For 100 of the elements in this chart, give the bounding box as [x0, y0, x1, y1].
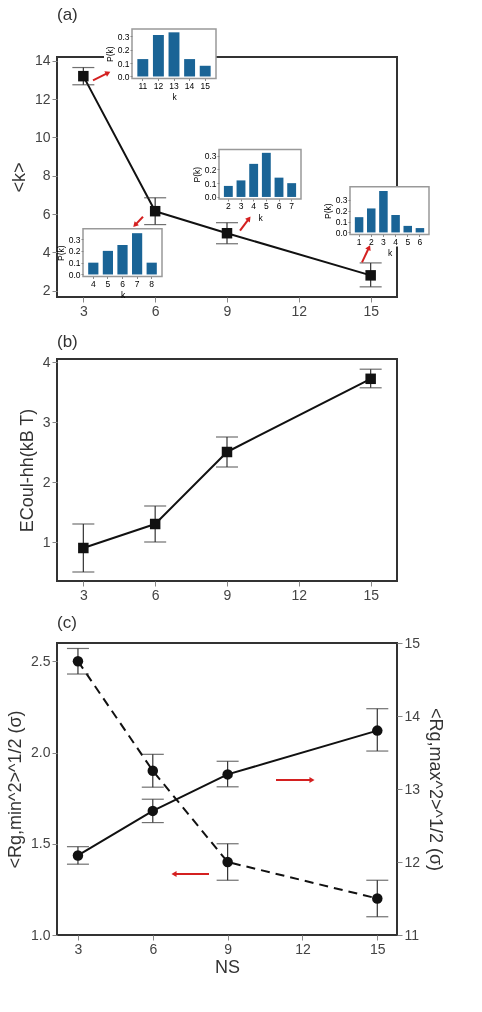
- y-tick-label: 1: [42, 533, 51, 550]
- x-axis-title: k: [120, 290, 126, 301]
- chart-title: (a): [57, 5, 78, 25]
- x-tick-label: 8: [149, 278, 155, 289]
- y-tick-label: 0.0: [117, 71, 130, 82]
- x-axis-title: k: [258, 212, 264, 223]
- y-tick-label: 0.1: [117, 58, 130, 69]
- x-tick-label: 7: [134, 278, 140, 289]
- y2-tick-label: 15: [404, 634, 421, 651]
- x-tick-label: 2: [368, 236, 374, 247]
- y2-axis-title: <Rg,max^2>^1/2 (σ): [426, 707, 447, 872]
- y-tick-label: 2: [42, 473, 51, 490]
- x-tick-label: 6: [151, 586, 160, 603]
- x-tick-label: 1: [356, 236, 362, 247]
- x-tick-label: 6: [151, 302, 160, 319]
- x-tick-label: 4: [251, 201, 257, 212]
- y-axis-title: P(k): [104, 46, 115, 63]
- y-tick-label: 3: [42, 413, 51, 430]
- x-tick-label: 9: [223, 586, 232, 603]
- bar: [249, 163, 259, 197]
- x-tick-label: 6: [276, 201, 282, 212]
- bar: [184, 59, 196, 77]
- point: [221, 446, 233, 458]
- y2-tick-label: 12: [404, 853, 421, 870]
- point: [147, 805, 159, 817]
- y2-tick-label: 11: [404, 926, 420, 943]
- y2-tick-label: 14: [404, 707, 421, 724]
- bar: [137, 59, 149, 77]
- x-tick-label: 5: [105, 278, 111, 289]
- x-tick-label: 12: [153, 80, 164, 91]
- point: [372, 725, 383, 736]
- y-tick-label: 0.0: [204, 192, 217, 203]
- y-tick-label: 0.1: [335, 217, 348, 228]
- y-tick-label: 0.1: [68, 258, 81, 269]
- bar: [236, 180, 246, 197]
- bar: [379, 190, 388, 233]
- point: [72, 850, 84, 861]
- bar: [146, 262, 157, 275]
- y2-tick-label: 13: [404, 780, 421, 797]
- bar: [102, 250, 114, 275]
- point: [222, 769, 233, 780]
- x-tick-label: 6: [417, 236, 423, 247]
- bar: [223, 185, 233, 197]
- point: [72, 656, 84, 667]
- y-axis-title: P(k): [322, 203, 333, 219]
- x-tick-label: 9: [223, 302, 232, 319]
- bar: [366, 208, 376, 233]
- y-tick-label: 0.0: [335, 227, 348, 238]
- y-axis-title: <Rg,min^2>^1/2 (σ): [5, 710, 26, 869]
- point: [149, 518, 161, 530]
- bar: [131, 233, 143, 275]
- y-tick-label: 0.0: [68, 269, 81, 280]
- x-tick-label: 12: [295, 940, 311, 957]
- y-axis-title: P(k): [191, 166, 202, 183]
- bar: [199, 65, 211, 77]
- x-tick-label: 9: [224, 940, 233, 957]
- y-axis-title: ECoul-hh(kB T): [16, 408, 37, 533]
- x-tick-label: 11: [138, 80, 148, 91]
- x-tick-label: 15: [363, 586, 380, 603]
- y-tick-label: 0.3: [117, 31, 130, 42]
- x-tick-label: 15: [370, 940, 386, 957]
- y-tick-label: 4: [42, 353, 51, 370]
- y-tick-label: 2.0: [31, 744, 51, 760]
- x-tick-label: 2: [225, 201, 231, 212]
- y-tick-label: 10: [34, 128, 51, 145]
- bar: [354, 217, 364, 233]
- bar: [152, 35, 164, 77]
- x-axis-title: k: [387, 248, 393, 259]
- point: [372, 893, 383, 904]
- point: [147, 765, 159, 776]
- point: [78, 70, 89, 82]
- bar: [261, 152, 271, 197]
- x-tick-label: 15: [363, 302, 380, 319]
- point: [365, 373, 376, 385]
- x-tick-label: 7: [289, 201, 295, 212]
- bar: [117, 244, 128, 275]
- y-tick-label: 0.2: [335, 206, 348, 217]
- y-tick-label: 1.0: [31, 926, 51, 943]
- chart-title: (b): [57, 332, 78, 351]
- y-tick-label: 0.3: [335, 195, 348, 206]
- x-tick-label: 13: [169, 80, 179, 91]
- y-tick-label: 0.1: [204, 178, 217, 189]
- x-tick-label: 3: [238, 201, 244, 212]
- x-tick-label: 4: [393, 236, 399, 247]
- y-axis-title: P(k): [55, 245, 66, 261]
- x-tick-label: 3: [381, 236, 387, 247]
- y-axis-title: <k>: [8, 162, 29, 193]
- y-tick-label: 0.2: [204, 164, 217, 175]
- y-tick-label: 0.2: [68, 246, 81, 257]
- y-tick-label: 8: [42, 167, 51, 184]
- bar: [403, 225, 413, 233]
- x-axis-title: NS: [214, 956, 241, 977]
- x-axis-title: k: [172, 92, 178, 103]
- x-tick-label: 4: [90, 278, 96, 289]
- y-tick-label: 1.5: [31, 835, 51, 852]
- y-tick-label: 2.5: [31, 652, 51, 669]
- x-tick-label: 14: [184, 80, 195, 91]
- chart-title: (c): [57, 613, 77, 632]
- y-tick-label: 0.3: [68, 234, 81, 245]
- y-tick-label: 14: [34, 52, 51, 69]
